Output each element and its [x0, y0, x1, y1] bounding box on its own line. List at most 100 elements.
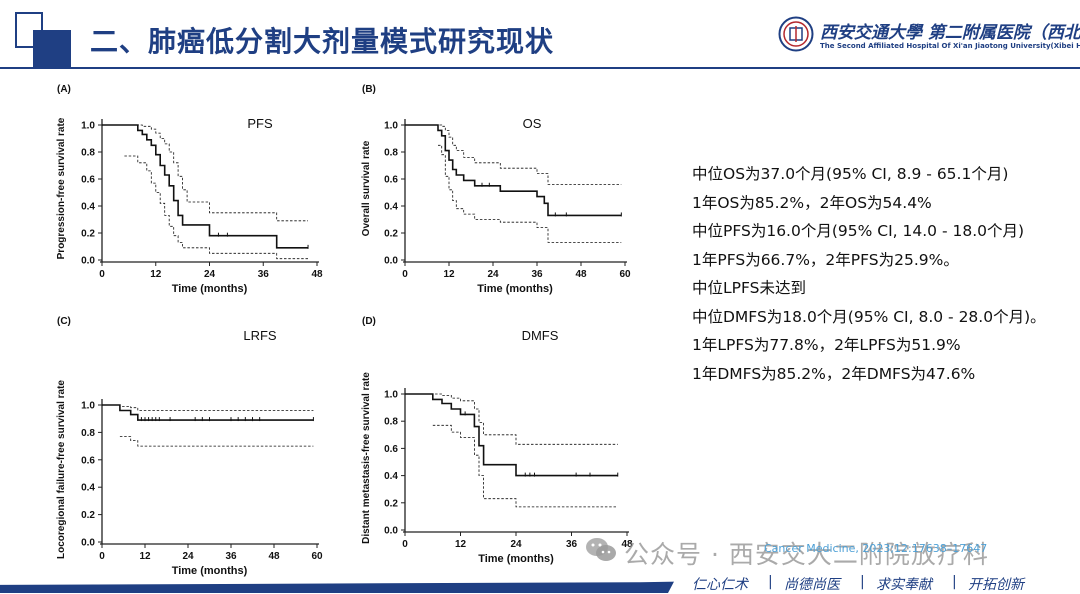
citation: Cancer Medicine, 2023;12:17638–17647	[764, 542, 988, 555]
os-km-chart: (B) OS 0.0 0.2 0.4 0.6 0.8 1.0 0 12 24 36 48 60 Time (…	[361, 84, 631, 295]
slide-header: 二、肺癌低分割大剂量模式研究现状 西安交通大學 第二附属医院（西北医院） The…	[0, 0, 1080, 70]
y-tick-label: 0.8	[384, 417, 398, 428]
y-tick-label: 0.2	[384, 498, 398, 509]
y-tick-label: 0.0	[81, 538, 95, 549]
hospital-logo: 西安交通大學 第二附属医院（西北医院） The Second Affiliate…	[778, 12, 1080, 58]
x-axis-label: Time (months)	[478, 553, 554, 565]
panel-label: (C)	[57, 316, 71, 327]
x-axis-label: Time (months)	[477, 283, 553, 295]
y-tick-label: 0.0	[384, 526, 398, 537]
x-tick-label: 24	[510, 539, 522, 550]
survival-statistics: 中位OS为37.0个月(95% CI, 8.9 - 65.1个月) 1年OS为8…	[692, 160, 1046, 388]
x-tick-label: 48	[268, 551, 280, 562]
y-axis-label: Distant metastasis-free survival rate	[361, 372, 372, 544]
panel-label: (D)	[362, 316, 376, 327]
x-axis-label: Time (months)	[172, 283, 248, 295]
y-tick-label: 0.8	[384, 148, 398, 159]
stat-line: 中位OS为37.0个月(95% CI, 8.9 - 65.1个月)	[692, 165, 1009, 183]
y-axis-label: Locoregional failure-free survival rate	[56, 380, 67, 559]
y-tick-label: 0.2	[81, 510, 95, 521]
y-tick-label: 0.6	[81, 455, 95, 466]
page-title: 二、肺癌低分割大剂量模式研究现状	[90, 25, 555, 58]
x-tick-label: 60	[619, 269, 631, 280]
header-decoration-fill	[33, 30, 71, 68]
x-tick-label: 24	[204, 269, 216, 280]
y-tick-label: 0.2	[81, 229, 95, 240]
x-tick-label: 24	[487, 269, 499, 280]
x-tick-label: 0	[402, 269, 408, 280]
y-tick-label: 0.6	[384, 175, 398, 186]
x-tick-label: 24	[182, 551, 194, 562]
hospital-seal-icon	[778, 16, 814, 52]
y-tick-label: 1.0	[384, 390, 398, 401]
stat-line: 1年OS为85.2%，2年OS为54.4%	[692, 193, 932, 212]
x-tick-label: 36	[258, 269, 270, 280]
confidence-band-curve	[102, 404, 314, 411]
hospital-english-name: The Second Affiliated Hospital Of Xi'an …	[820, 42, 1080, 50]
confidence-band-curve	[438, 144, 622, 243]
motto-item: 尚德尚医	[784, 577, 840, 593]
footer-motto: 仁心仁术 | 尚德尚医 | 求实奉献 | 开拓创新	[668, 574, 1080, 593]
y-tick-label: 0.4	[384, 202, 398, 213]
lrfs-km-chart: (C) LRFS 0.0 0.2 0.4 0.6 0.8 1.0 0 12 24 36 48 60 Time…	[56, 316, 323, 577]
x-tick-label: 36	[225, 551, 237, 562]
confidence-band-curve	[119, 436, 314, 447]
survival-curve	[405, 393, 618, 477]
y-tick-label: 0.8	[81, 428, 95, 439]
x-tick-label: 36	[531, 269, 543, 280]
x-tick-label: 60	[311, 551, 323, 562]
panel-label: (B)	[362, 84, 376, 95]
x-tick-label: 12	[139, 551, 151, 562]
motto-separator: |	[768, 574, 773, 590]
motto-separator: |	[860, 574, 865, 590]
x-axis-label: Time (months)	[172, 565, 248, 577]
stat-line: 1年PFS为66.7%，2年PFS为25.9%。	[692, 250, 959, 269]
x-tick-label: 12	[150, 269, 162, 280]
survival-curve	[405, 124, 622, 217]
motto-item: 仁心仁术	[692, 577, 748, 593]
chart-title: DMFS	[522, 328, 559, 343]
hospital-name: 西安交通大學 第二附属医院（西北医院）	[820, 23, 1080, 43]
stat-line: 1年LPFS为77.8%，2年LPFS为51.9%	[692, 336, 961, 354]
panel-label: (A)	[57, 84, 71, 95]
motto-item: 开拓创新	[968, 577, 1024, 593]
y-tick-label: 0.4	[81, 202, 95, 213]
header-divider	[0, 67, 1080, 69]
y-tick-label: 0.4	[384, 471, 398, 482]
x-tick-label: 36	[566, 539, 578, 550]
stat-line: 中位LPFS未达到	[692, 279, 806, 297]
watermark-text: 公众号 · 西安交大二附院放疗科	[624, 540, 989, 569]
y-axis-label: Overall survival rate	[361, 140, 372, 236]
pfs-km-chart: (A) PFS 0.0 0.2 0.4 0.6 0.8 1.0 0 12 24 36 48 Time (m…	[56, 84, 323, 295]
chart-title: OS	[523, 116, 542, 131]
confidence-band-curve	[102, 124, 308, 222]
y-tick-label: 0.0	[384, 256, 398, 267]
confidence-band-curve	[405, 393, 618, 445]
y-tick-label: 0.2	[384, 229, 398, 240]
y-tick-label: 0.6	[81, 175, 95, 186]
x-tick-label: 48	[621, 539, 633, 550]
chart-title: LRFS	[243, 328, 277, 343]
survival-curve	[102, 124, 308, 249]
x-tick-label: 12	[443, 269, 455, 280]
y-tick-label: 0.4	[81, 483, 95, 494]
y-tick-label: 0.8	[81, 148, 95, 159]
y-tick-label: 1.0	[81, 401, 95, 412]
x-tick-label: 0	[99, 269, 105, 280]
survival-curve	[102, 404, 314, 421]
watermark: 公众号 · 西安交大二附院放疗科	[572, 533, 1052, 569]
x-tick-label: 12	[455, 539, 467, 550]
confidence-band-curve	[405, 124, 622, 185]
y-tick-label: 0.6	[384, 444, 398, 455]
stat-line: 中位DMFS为18.0个月(95% CI, 8.0 - 28.0个月)。	[692, 307, 1046, 326]
motto-separator: |	[952, 574, 957, 590]
x-tick-label: 48	[311, 269, 323, 280]
y-tick-label: 0.0	[81, 256, 95, 267]
y-tick-label: 1.0	[384, 121, 398, 132]
x-tick-label: 0	[99, 551, 105, 562]
dmfs-km-chart: (D) DMFS 0.0 0.2 0.4 0.6 0.8 1.0 0 12 24 36 48 Time (…	[361, 316, 633, 565]
confidence-band-curve	[124, 155, 308, 260]
y-axis-label: Progression-free survival rate	[56, 117, 67, 259]
stat-line: 中位PFS为16.0个月(95% CI, 14.0 - 18.0个月)	[692, 222, 1025, 240]
wechat-icon	[586, 538, 616, 561]
